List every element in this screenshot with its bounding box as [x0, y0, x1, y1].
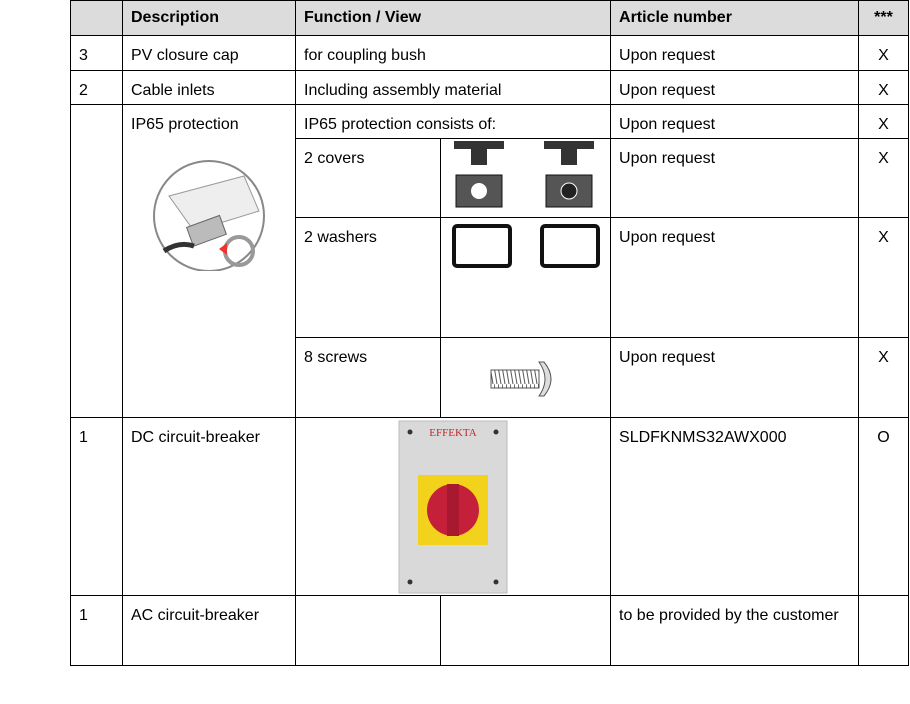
article: Upon request: [610, 337, 860, 418]
parts-table: Description Function / View Article numb…: [70, 0, 910, 666]
article: SLDFKNMS32AWX000: [610, 417, 860, 596]
row: 2 covers Upon request X: [71, 138, 910, 218]
description: PV closure cap: [122, 35, 296, 71]
header-cell: [70, 0, 123, 36]
function: IP65 protection consists of:: [294, 104, 612, 139]
breaker-image: EFFEKTA: [294, 417, 612, 596]
function: 2 washers: [295, 217, 441, 338]
mark: X: [858, 217, 910, 338]
header-cell: Function / View: [294, 0, 612, 36]
header-cell: Article number: [610, 0, 860, 36]
mark: X: [858, 70, 910, 105]
article: Upon request: [610, 217, 860, 338]
function: Including assembly material: [294, 70, 612, 105]
brand: EFFEKTA: [429, 427, 476, 439]
cover-image: [439, 138, 612, 218]
mark: X: [858, 35, 910, 71]
article: Upon request: [610, 35, 860, 71]
covers-drawing: [453, 141, 594, 208]
row: IP65 protection IP65 protection consists…: [70, 104, 910, 418]
header-row: Description Function / View Article numb…: [70, 0, 910, 36]
description: DC circuit-breaker: [122, 417, 296, 596]
qty: 1: [70, 417, 123, 596]
row: 2 washers Upon request X: [71, 217, 910, 338]
row: 2 Cable inlets Including assembly materi…: [70, 70, 910, 105]
ip65-illustration: [153, 160, 265, 271]
description-text: IP65 protection: [131, 116, 239, 133]
description: AC circuit-breaker: [122, 595, 296, 666]
screw-image: [439, 337, 612, 418]
screw-drawing: [490, 361, 551, 397]
row: 3 PV closure cap for coupling bush Upon …: [70, 35, 910, 71]
mark: X: [858, 138, 910, 218]
mark: X: [858, 104, 910, 139]
article: Upon request: [610, 104, 860, 139]
article: to be provided by the customer: [610, 595, 860, 666]
washer-image: [439, 217, 612, 338]
mark: X: [858, 337, 910, 418]
qty: 1: [70, 595, 123, 666]
header-cell: ***: [858, 0, 910, 36]
description: Cable inlets: [122, 70, 296, 105]
function: [295, 595, 441, 666]
mark: [858, 595, 910, 666]
function: for coupling bush: [294, 35, 612, 71]
qty: 2: [70, 70, 123, 105]
mark: O: [858, 417, 910, 596]
row: 1 AC circuit-breaker to be provided by t…: [70, 595, 910, 666]
article: Upon request: [610, 70, 860, 105]
washers-drawing: [451, 224, 600, 268]
breaker-drawing: EFFEKTA: [398, 420, 508, 594]
row: 1 DC circuit-breaker EFFEKTA SLDFKNMS32A…: [70, 417, 910, 596]
qty: [70, 104, 123, 418]
qty: 3: [70, 35, 123, 71]
row: 8 screws Upon request X: [71, 337, 910, 418]
view: [439, 595, 612, 666]
function: 2 covers: [295, 138, 441, 218]
description: IP65 protection: [122, 104, 296, 418]
article: Upon request: [610, 138, 860, 218]
function: 8 screws: [295, 337, 441, 418]
header-cell: Description: [122, 0, 296, 36]
